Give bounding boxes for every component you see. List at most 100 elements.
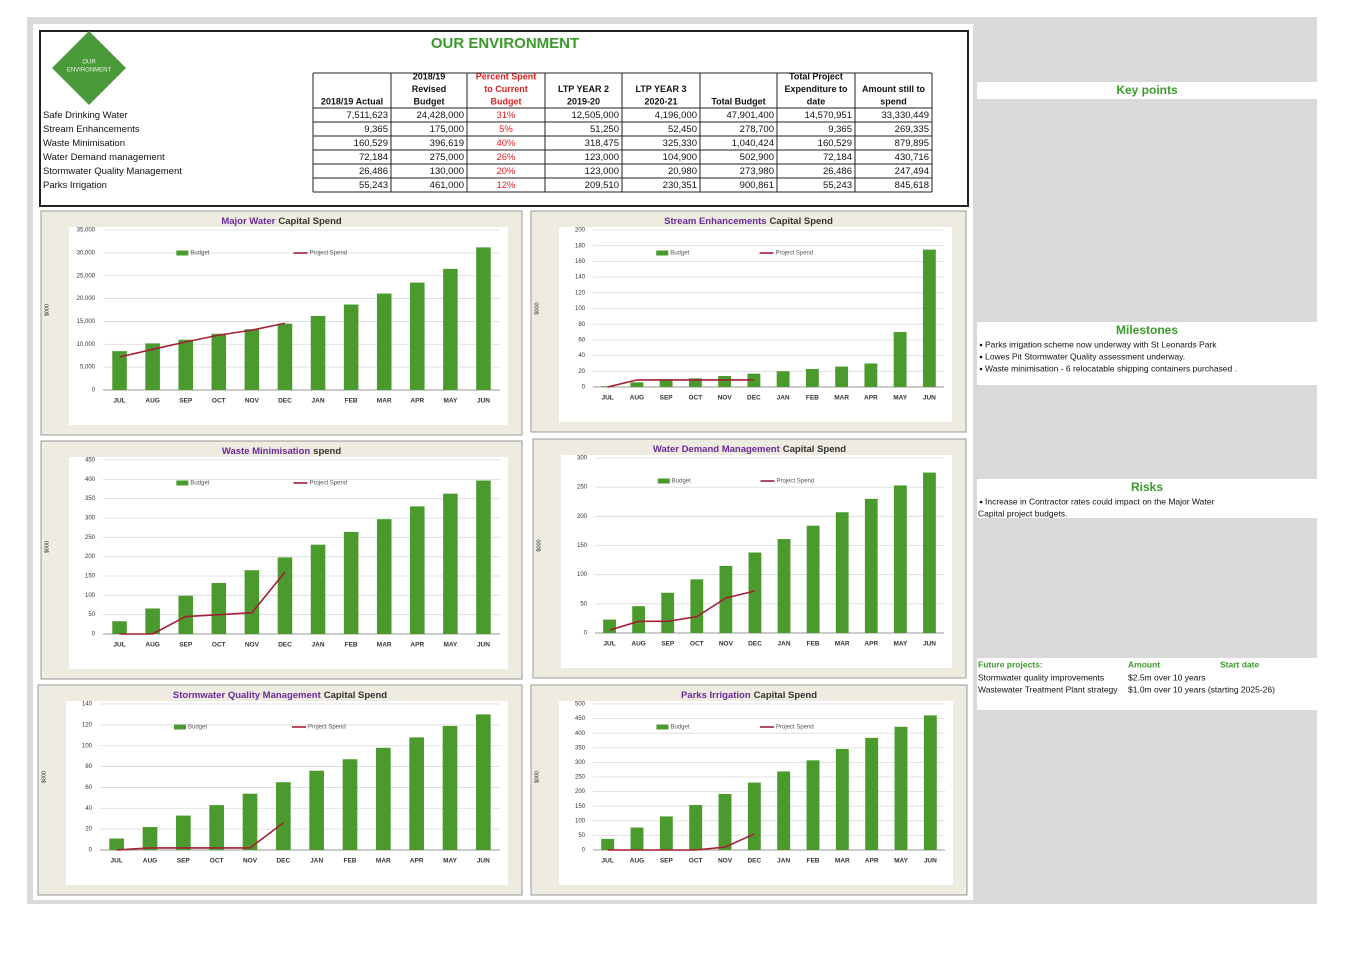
row-label: Stormwater Quality Management: [43, 166, 182, 177]
table-cell: 33,330,449: [881, 110, 929, 121]
legend-label: Budget: [190, 481, 209, 487]
bar: [145, 608, 160, 634]
y-axis-label: $000: [536, 539, 542, 551]
bar: [176, 815, 191, 850]
table-cell: 275,000: [430, 152, 464, 163]
x-tick-label: MAY: [894, 858, 909, 865]
bar: [376, 519, 392, 634]
y-tick-label: 400: [575, 731, 586, 737]
legend-label: Project Spend: [309, 481, 347, 487]
table-cell: 9,365: [364, 124, 388, 135]
x-tick-label: APR: [864, 395, 878, 402]
bullet: [979, 500, 983, 504]
logo: [52, 31, 126, 105]
bar: [718, 793, 732, 850]
legend-label: Budget: [672, 479, 691, 485]
table-cell: 461,000: [430, 180, 464, 191]
table-cell: 269,335: [895, 124, 929, 135]
bar: [276, 782, 291, 850]
y-tick-label: 40: [578, 353, 585, 359]
x-tick-label: OCT: [212, 398, 226, 405]
x-tick-label: SEP: [179, 398, 193, 405]
y-tick-label: 250: [575, 775, 586, 781]
bar: [244, 329, 260, 390]
line-series: [119, 322, 286, 358]
x-tick-label: NOV: [719, 641, 734, 648]
key-points-bar: [977, 82, 1317, 99]
milestone-item: Lowes Pit Stormwater Quality assessment …: [985, 351, 1185, 361]
x-tick-label: APR: [864, 641, 878, 648]
table-cell: 123,000: [585, 152, 619, 163]
chart-title-part: Capital Spend: [324, 690, 388, 701]
milestone-item: Waste minimisation - 6 relocatable shipp…: [985, 363, 1237, 373]
bar: [409, 737, 424, 850]
x-tick-label: JUL: [113, 398, 125, 405]
column-header: Total Project: [789, 71, 843, 81]
y-tick-label: 15,000: [77, 319, 96, 325]
bar: [112, 621, 127, 634]
table-cell: 4,196,000: [655, 110, 697, 121]
x-tick-label: FEB: [807, 858, 820, 865]
x-tick-label: MAR: [376, 858, 391, 865]
x-tick-label: MAR: [834, 395, 849, 402]
bar: [476, 480, 491, 634]
bar: [689, 805, 703, 850]
x-tick-label: APR: [410, 642, 424, 649]
bar: [309, 770, 324, 850]
x-tick-label: MAY: [443, 398, 458, 405]
table-cell: 55,243: [823, 180, 852, 191]
x-tick-label: APR: [410, 398, 424, 405]
bar: [410, 282, 425, 390]
bar: [748, 552, 762, 633]
bar: [244, 570, 260, 634]
bar: [476, 714, 491, 850]
x-tick-label: JAN: [778, 641, 791, 648]
bar: [864, 498, 878, 633]
x-tick-label: JAN: [777, 858, 790, 865]
chart-title: Stormwater Quality Management Capital Spe…: [173, 690, 387, 701]
chart-title-part: Stormwater Quality Management: [173, 690, 322, 701]
y-tick-label: 0: [584, 631, 588, 637]
risk-text: Increase in Contractor rates could impac…: [985, 496, 1214, 506]
table-cell: 26%: [496, 152, 516, 163]
y-tick-label: 100: [575, 818, 586, 824]
bar: [661, 592, 675, 633]
column-header: LTP YEAR 2: [558, 84, 609, 94]
y-tick-label: 20,000: [77, 296, 96, 302]
page-title: OUR ENVIRONMENT: [431, 35, 579, 52]
bar: [806, 760, 820, 850]
summary-box: [39, 30, 969, 207]
table-cell: 160,529: [354, 138, 388, 149]
bar: [632, 606, 646, 633]
legend-swatch: [176, 250, 189, 256]
y-tick-label: 50: [88, 612, 95, 618]
bar: [659, 816, 673, 850]
bar: [211, 582, 227, 634]
bar: [893, 485, 907, 633]
table-cell: 12%: [496, 180, 516, 191]
line-series: [116, 822, 284, 851]
milestones-title: Milestones: [1116, 323, 1178, 337]
table-cell: 52,450: [668, 124, 697, 135]
column-header: LTP YEAR 3: [635, 84, 686, 94]
y-tick-label: 25,000: [77, 273, 96, 279]
table-cell: 273,980: [740, 166, 774, 177]
x-tick-label: FEB: [806, 395, 819, 402]
y-tick-label: 60: [85, 785, 92, 791]
bar: [178, 339, 193, 390]
y-tick-label: 60: [578, 337, 585, 343]
bar: [443, 493, 458, 634]
bar: [209, 805, 224, 850]
column-header: 2020-21: [644, 96, 677, 106]
column-header: Budget: [414, 96, 445, 106]
column-header: Budget: [491, 96, 522, 106]
y-tick-label: 450: [85, 458, 96, 464]
y-tick-label: 200: [85, 554, 96, 560]
bar: [865, 737, 879, 850]
bar: [630, 827, 644, 850]
table-cell: 900,861: [740, 180, 774, 191]
column-header: 2018/19 Actual: [321, 96, 383, 106]
bar: [922, 249, 936, 387]
y-tick-label: 10,000: [77, 342, 96, 348]
risk-text: Capital project budgets.: [978, 508, 1067, 518]
